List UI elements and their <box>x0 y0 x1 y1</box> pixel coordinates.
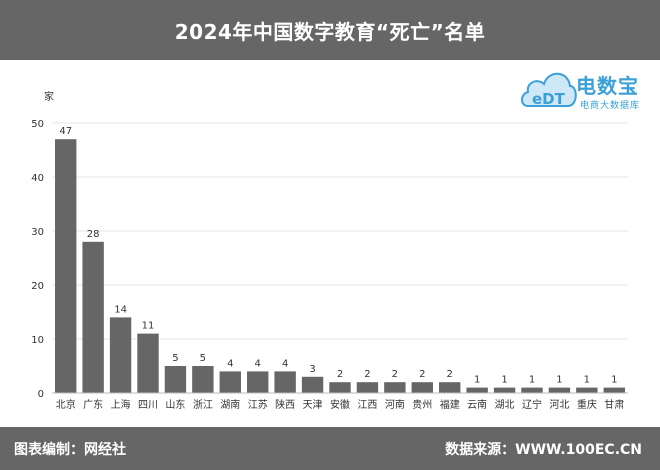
category-label: 四川 <box>138 400 158 411</box>
bar <box>109 317 132 393</box>
bar <box>137 333 159 393</box>
bar-value-label: 28 <box>87 229 100 240</box>
bar <box>247 371 269 393</box>
category-label: 陕西 <box>275 398 295 411</box>
bar <box>55 139 77 393</box>
footer-credit: 图表编制：网经社 <box>14 442 126 458</box>
chart-title: 2024年中国数字教育“死亡”名单 <box>174 19 486 44</box>
bar-value-label: 1 <box>611 375 617 386</box>
bar-value-label: 3 <box>309 364 315 375</box>
category-label: 山东 <box>165 398 185 411</box>
bar <box>521 387 543 393</box>
category-label: 甘肃 <box>604 398 624 411</box>
logo: eDT 电数宝 电商大数据库 <box>518 62 658 116</box>
category-label: 江西 <box>357 399 377 411</box>
bar <box>603 387 625 393</box>
category-label: 浙江 <box>193 399 213 411</box>
bar-value-label: 47 <box>59 126 72 137</box>
bar-value-label: 4 <box>282 358 288 369</box>
bar <box>356 382 379 393</box>
y-axis-unit-label: 家 <box>44 90 54 103</box>
bar <box>219 371 241 393</box>
logo-mark: eDT <box>532 90 566 108</box>
category-labels: 北京 广东 上海 四川 山东 浙江 湖南 江苏 陕西 天津 安徽 江西 河南 贵州 福建 云南 湖北 辽宁 河北 重庆… <box>56 398 625 411</box>
category-label: 湖北 <box>495 399 515 411</box>
y-tick-label: 10 <box>31 335 44 346</box>
bar <box>274 371 296 393</box>
bars <box>55 139 625 393</box>
y-tick-label: 20 <box>31 281 44 292</box>
y-tick-label: 30 <box>31 227 44 238</box>
footer-bar: 图表编制：网经社 数据来源：WWW.100EC.CN <box>0 427 660 470</box>
bar <box>301 376 324 393</box>
bar <box>548 387 571 393</box>
bar <box>411 382 433 393</box>
logo-name: 电数宝 <box>576 74 639 98</box>
category-label: 广东 <box>83 398 103 411</box>
title-bar: 2024年中国数字教育“死亡”名单 <box>0 0 660 60</box>
bar-value-label: 5 <box>172 353 178 364</box>
category-label: 河北 <box>549 399 569 411</box>
y-axis-ticks: 0 10 20 30 40 50 <box>31 119 44 400</box>
bar-value-label: 1 <box>584 375 590 386</box>
bar-value-label: 11 <box>142 321 155 332</box>
bar-value-label: 2 <box>337 369 343 380</box>
bar <box>82 241 104 393</box>
bar-value-label: 14 <box>114 304 127 315</box>
category-label: 天津 <box>303 399 323 411</box>
bar-value-label: 4 <box>227 358 233 369</box>
category-label: 上海 <box>111 398 131 411</box>
bar <box>192 366 214 393</box>
category-label: 湖南 <box>220 398 240 411</box>
bar <box>493 387 516 393</box>
bar <box>384 382 406 393</box>
category-label: 福建 <box>440 398 460 411</box>
category-label: 重庆 <box>577 398 597 411</box>
category-label: 云南 <box>467 398 487 411</box>
y-tick-label: 0 <box>38 389 44 400</box>
category-label: 江苏 <box>248 398 268 411</box>
bar-value-label: 2 <box>447 369 453 380</box>
bar <box>466 387 488 393</box>
bar-value-label: 2 <box>392 369 398 380</box>
category-label: 贵州 <box>412 398 432 411</box>
bar <box>329 382 351 393</box>
bar-value-label: 1 <box>474 375 480 386</box>
category-label: 辽宁 <box>522 398 542 411</box>
bar-value-label: 4 <box>255 358 261 369</box>
category-label: 河南 <box>385 398 405 411</box>
bar <box>164 366 187 393</box>
y-tick-label: 40 <box>31 173 44 184</box>
bar-value-label: 2 <box>364 369 370 380</box>
footer-source: 数据来源：WWW.100EC.CN <box>445 442 642 458</box>
logo-subtitle: 电商大数据库 <box>580 101 641 111</box>
bar <box>576 387 598 393</box>
bar-value-label: 1 <box>556 375 562 386</box>
y-tick-label: 50 <box>31 119 44 130</box>
bar-value-label: 1 <box>529 375 535 386</box>
bar-value-label: 5 <box>200 353 206 364</box>
category-label: 北京 <box>56 398 76 411</box>
category-label: 安徽 <box>330 398 350 411</box>
cloud-logo-icon: eDT <box>521 72 577 108</box>
bar <box>439 382 461 393</box>
bar-value-label: 1 <box>501 375 507 386</box>
bar-value-label: 2 <box>419 369 425 380</box>
